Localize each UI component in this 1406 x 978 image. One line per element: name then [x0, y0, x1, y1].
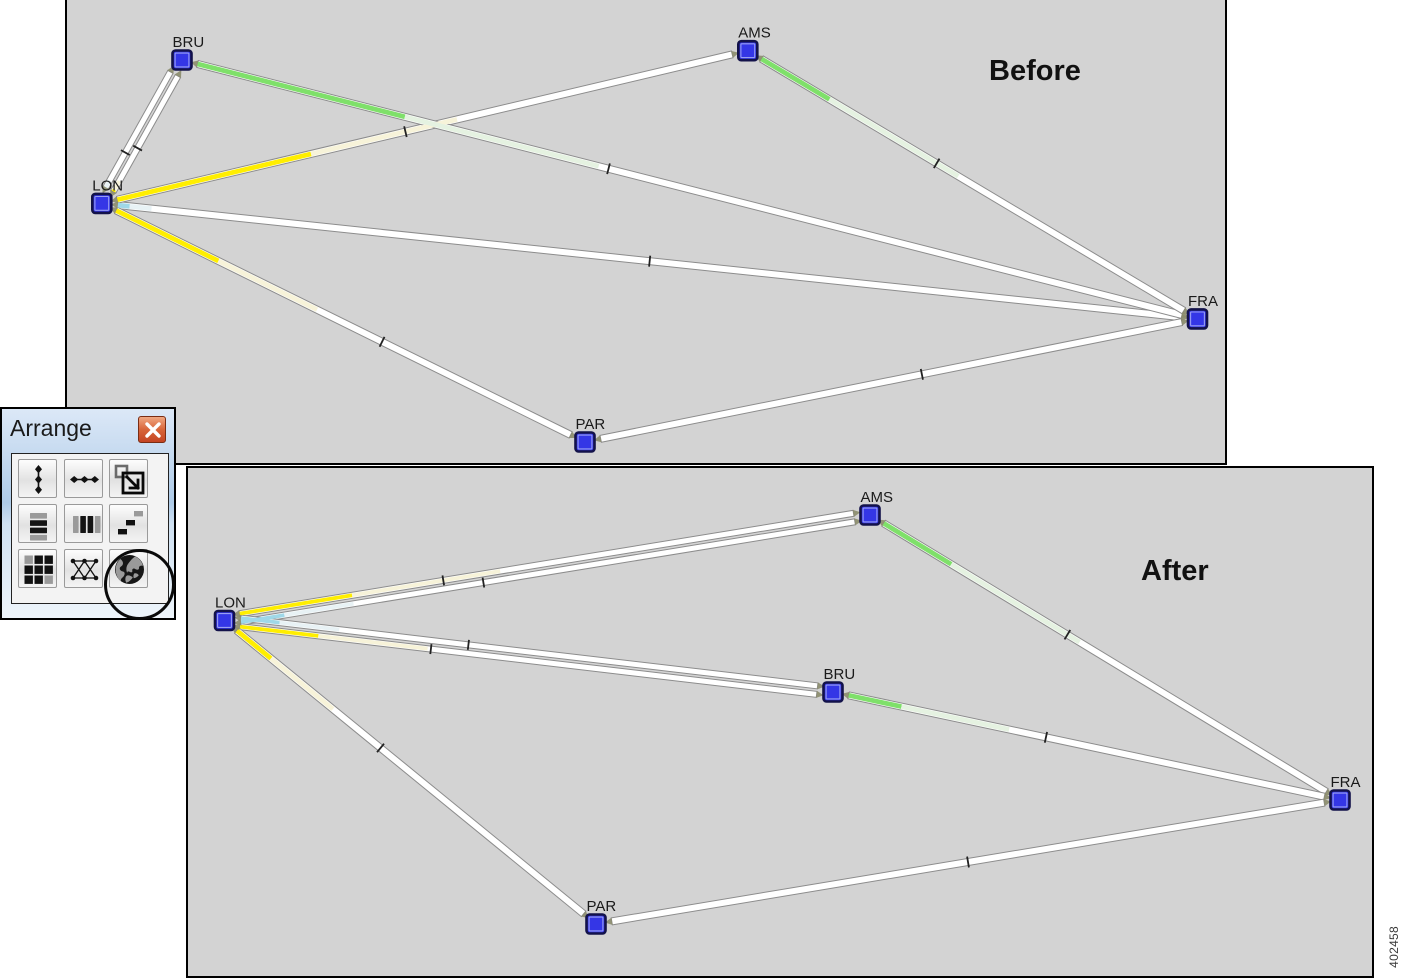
- svg-text:AMS: AMS: [738, 25, 771, 42]
- svg-text:FRA: FRA: [1331, 774, 1361, 791]
- svg-text:BRU: BRU: [824, 666, 856, 683]
- svg-text:BRU: BRU: [173, 34, 205, 51]
- svg-text:PAR: PAR: [576, 416, 606, 433]
- svg-text:LON: LON: [215, 595, 246, 612]
- svg-text:LON: LON: [92, 177, 123, 194]
- svg-text:AMS: AMS: [861, 489, 894, 506]
- svg-text:PAR: PAR: [587, 898, 617, 915]
- svg-text:FRA: FRA: [1188, 293, 1218, 310]
